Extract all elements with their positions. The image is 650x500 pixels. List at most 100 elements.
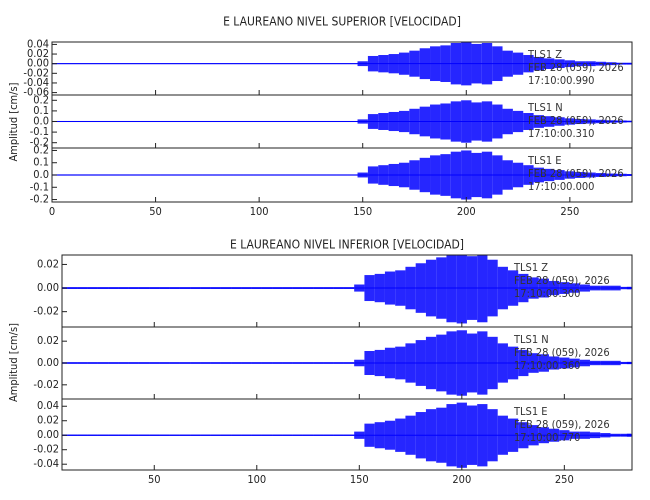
subplot-frame [61,398,633,471]
amplitude-envelope [461,42,472,86]
amplitude-envelope [585,172,596,178]
amplitude-envelope [118,287,129,289]
station-label: TLS1 N [513,333,549,346]
y-tick-label: -0.02 [23,66,49,79]
time-label: 17:10:00.360 [514,359,580,372]
y-tick-label: -0.04 [23,76,49,89]
amplitude-envelope [620,433,631,437]
amplitude-envelope [316,63,327,65]
amplitude-envelope [357,61,368,67]
amplitude-envelope [264,174,275,176]
amplitude-envelope [77,63,89,65]
amplitude-envelope [626,361,632,365]
amplitude-envelope [160,63,172,65]
amplitude-envelope [456,330,467,396]
y-tick-label: 0.04 [37,399,59,412]
amplitude-envelope [554,59,565,69]
amplitude-envelope [374,273,385,303]
amplitude-envelope [129,63,141,65]
amplitude-envelope [212,174,223,176]
amplitude-envelope [600,433,611,438]
y-tick-label: -0.2 [30,193,49,206]
amplitude-envelope [222,120,234,123]
x-tick-label: 200 [457,205,476,218]
y-tick-label: -0.06 [23,86,49,99]
amplitude-envelope [430,104,441,139]
amplitude-envelope [585,119,596,124]
amplitude-envelope [367,114,379,129]
time-label: 17:10:00.310 [528,127,594,140]
amplitude-envelope [364,423,375,447]
amplitude-envelope [67,174,78,176]
amplitude-envelope [200,434,211,436]
amplitude-envelope [333,362,344,364]
y-tick-label: 0.02 [37,334,59,347]
date-label: FEB 28 (059), 2026 [528,114,624,127]
amplitude-envelope [272,362,283,364]
amplitude-envelope [119,63,130,65]
x-tick-label: 150 [353,205,372,218]
amplitude-envelope [295,174,306,176]
amplitude-envelope [595,119,607,124]
amplitude-envelope [354,359,365,367]
amplitude-envelope [261,287,273,289]
time-label: 17:10:00.000 [528,180,594,193]
y-tick-label: 0.00 [37,428,59,441]
amplitude-envelope [323,362,334,364]
amplitude-envelope [97,287,109,289]
amplitude-envelope [336,63,348,65]
amplitude-envelope [606,62,617,66]
amplitude-envelope [450,42,462,85]
amplitude-envelope [398,52,410,75]
amplitude-envelope [261,362,273,364]
amplitude-envelope [140,174,151,176]
amplitude-envelope [77,287,88,289]
y-tick-label: -0.04 [33,457,59,470]
amplitude-envelope [128,287,139,289]
trace [62,402,632,468]
amplitude-envelope [600,285,611,291]
amplitude-envelope [181,63,192,65]
amplitude-envelope [140,120,151,123]
amplitude-envelope [251,287,262,289]
y-tick-label: -0.1 [30,125,49,138]
amplitude-envelope [88,120,99,123]
amplitude-envelope [220,362,232,364]
amplitude-envelope [626,174,632,176]
amplitude-envelope [564,118,576,125]
amplitude-envelope [395,346,406,380]
amplitude-envelope [347,120,358,123]
amplitude-envelope [626,433,632,437]
amplitude-envelope [67,362,78,364]
y-tick-label: 0.2 [33,143,49,156]
amplitude-envelope [518,422,529,449]
amplitude-envelope [436,334,447,392]
y-tick-label: 0.00 [27,57,49,70]
amplitude-envelope [477,331,488,395]
amplitude-envelope [222,174,234,176]
amplitude-envelope [512,52,524,75]
amplitude-envelope [241,434,252,436]
y-axis-label: Amplitud [cm/s] [7,82,20,161]
amplitude-envelope [305,63,317,65]
amplitude-envelope [388,111,399,132]
amplitude-envelope [477,404,488,467]
amplitude-envelope [282,434,293,436]
amplitude-envelope [181,120,192,123]
amplitude-envelope [461,100,472,143]
amplitude-envelope [336,174,348,176]
amplitude-envelope [502,160,513,190]
amplitude-envelope [507,270,519,306]
amplitude-envelope [264,120,275,123]
amplitude-envelope [440,154,451,196]
amplitude-envelope [471,102,482,141]
y-tick-label: -0.2 [30,136,49,149]
amplitude-envelope [419,48,431,80]
amplitude-envelope [528,277,539,299]
amplitude-envelope [285,174,296,176]
amplitude-envelope [502,108,513,135]
amplitude-envelope [481,101,493,142]
amplitude-envelope [354,284,365,292]
amplitude-envelope [302,362,314,364]
amplitude-envelope [326,63,337,65]
